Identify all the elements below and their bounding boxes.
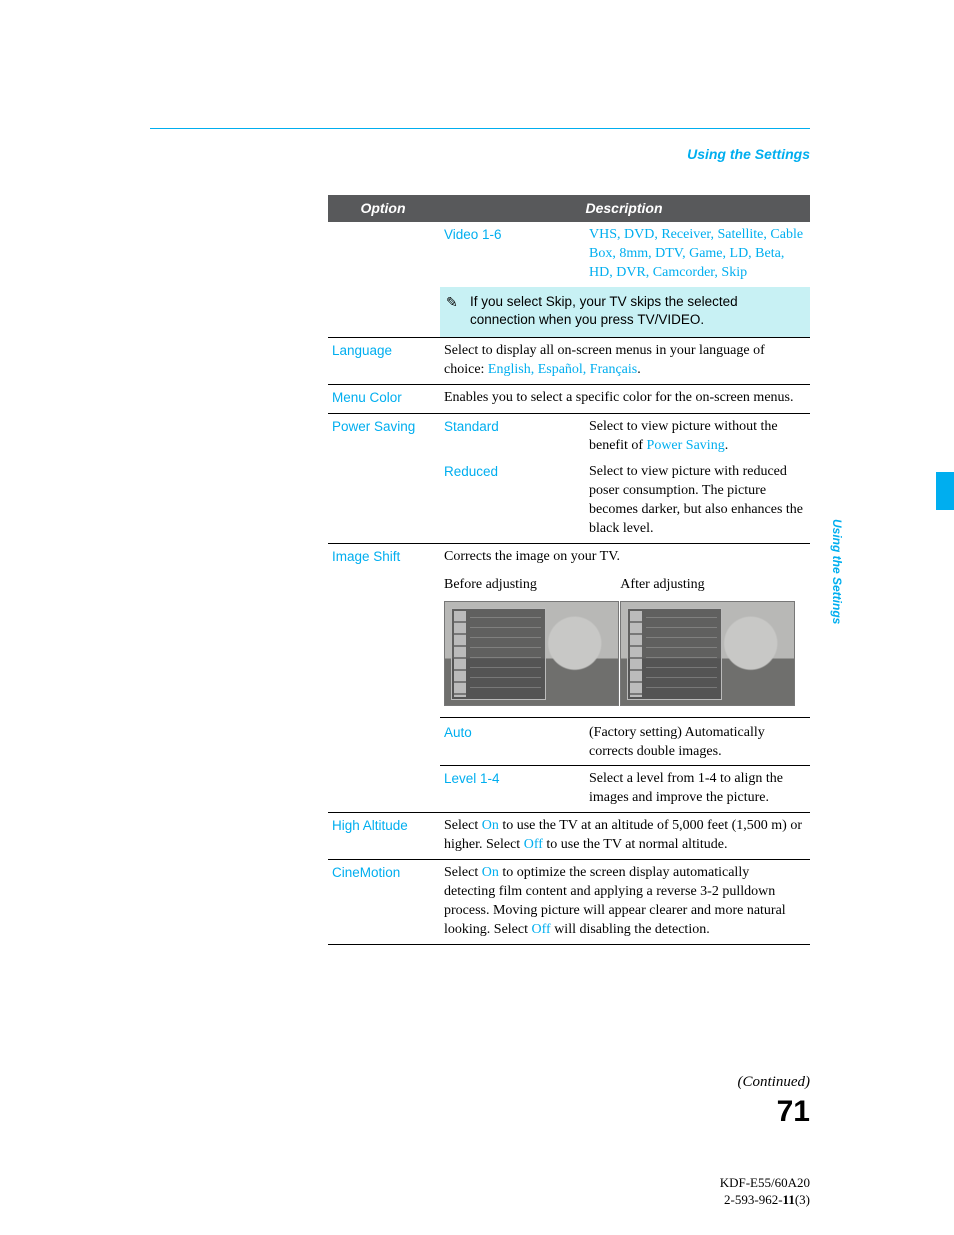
level-label: Level 1-4 — [444, 771, 500, 786]
row-power-standard: Power Saving Standard Select to view pic… — [328, 413, 810, 459]
continued-label: (Continued) — [738, 1074, 811, 1091]
after-image — [620, 601, 795, 706]
opt-power-saving: Power Saving — [332, 419, 415, 434]
row-image-level: Level 1-4 Select a level from 1-4 to ali… — [328, 766, 810, 813]
footer: KDF-E55/60A20 2-593-962-11(3) — [720, 1175, 810, 1209]
section-title: Using the Settings — [687, 146, 810, 162]
level-desc: Select a level from 1-4 to align the ima… — [585, 766, 810, 813]
opt-cinemotion: CineMotion — [332, 865, 400, 880]
row-image-shift: Image Shift Corrects the image on your T… — [328, 544, 810, 572]
th-description: Description — [440, 195, 810, 222]
side-section-label: Using the Settings — [830, 519, 844, 624]
table-header-row: Option Description — [328, 195, 810, 222]
image-shift-desc: Corrects the image on your TV. — [440, 544, 810, 572]
row-image-shift-labels: Before adjusting After adjusting — [328, 572, 810, 717]
options-table: Option Description Video 1-6 VHS, DVD, R… — [328, 195, 810, 945]
row-menu-color: Menu Color Enables you to select a speci… — [328, 384, 810, 413]
th-option: Option — [328, 195, 440, 222]
opt-language: Language — [332, 343, 392, 358]
page-number: 71 — [777, 1095, 810, 1129]
standard-desc: Select to view picture without the benef… — [585, 413, 810, 459]
video-sub-label: Video 1-6 — [444, 227, 502, 242]
video-desc: VHS, DVD, Receiver, Satellite, Cable Box… — [589, 227, 803, 280]
after-label: After adjusting — [620, 576, 793, 601]
menu-color-desc: Enables you to select a specific color f… — [440, 384, 810, 413]
side-tab — [936, 472, 954, 510]
auto-desc: (Factory setting) Automatically corrects… — [585, 717, 810, 766]
note-text: If you select Skip, your TV skips the se… — [470, 294, 738, 327]
row-language: Language Select to display all on-screen… — [328, 338, 810, 385]
row-power-reduced: Reduced Select to view picture with redu… — [328, 459, 810, 543]
before-image — [444, 601, 619, 706]
language-desc: Select to display all on-screen menus in… — [444, 343, 765, 377]
row-video: Video 1-6 VHS, DVD, Receiver, Satellite,… — [328, 222, 810, 287]
header-rule — [150, 128, 810, 129]
footer-docnum: 2-593-962-11(3) — [720, 1192, 810, 1209]
auto-label: Auto — [444, 725, 472, 740]
before-label: Before adjusting — [444, 576, 617, 601]
cinemotion-desc: Select On to optimize the screen display… — [440, 860, 810, 945]
opt-menu-color: Menu Color — [332, 390, 402, 405]
high-altitude-desc: Select On to use the TV at an altitude o… — [440, 813, 810, 860]
opt-image-shift: Image Shift — [332, 549, 400, 564]
row-image-auto: Auto (Factory setting) Automatically cor… — [328, 717, 810, 766]
footer-model: KDF-E55/60A20 — [720, 1175, 810, 1192]
row-video-note: ✎ If you select Skip, your TV skips the … — [328, 287, 810, 338]
row-high-altitude: High Altitude Select On to use the TV at… — [328, 813, 810, 860]
pencil-icon: ✎ — [446, 293, 458, 312]
row-cinemotion: CineMotion Select On to optimize the scr… — [328, 860, 810, 945]
reduced-label: Reduced — [444, 464, 498, 479]
reduced-desc: Select to view picture with reduced pose… — [585, 459, 810, 543]
opt-high-altitude: High Altitude — [332, 818, 408, 833]
standard-label: Standard — [444, 419, 499, 434]
